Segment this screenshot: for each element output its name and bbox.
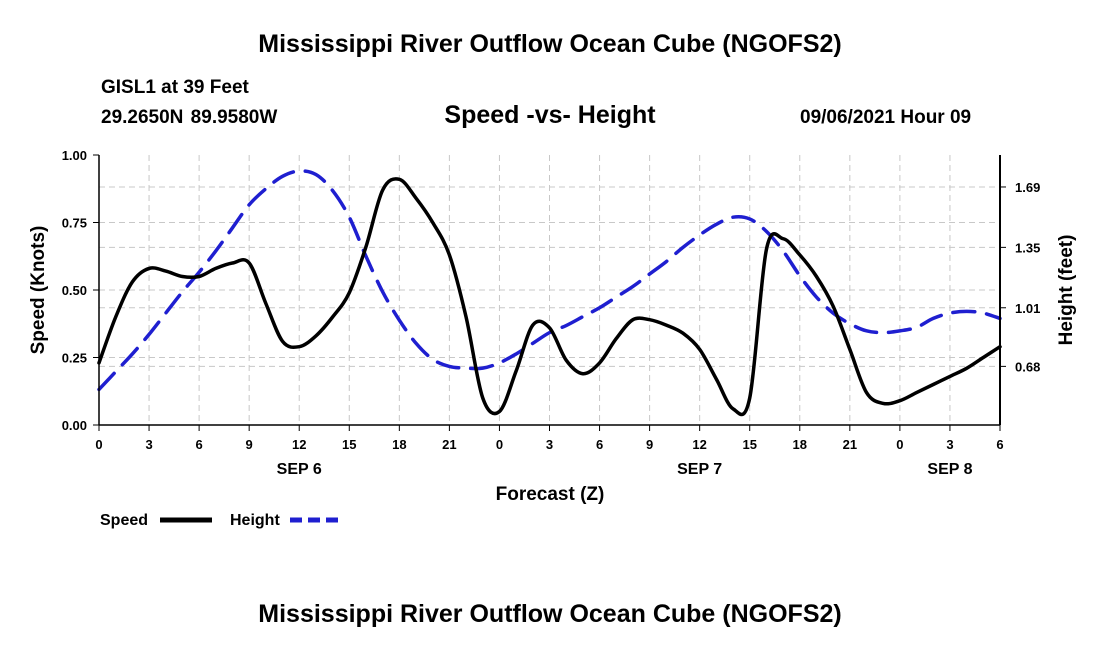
x-tick-label: 6 [195, 437, 202, 452]
page-title: Mississippi River Outflow Ocean Cube (NG… [258, 30, 842, 58]
x-tick-label: 0 [896, 437, 903, 452]
legend-label-speed: Speed [100, 512, 148, 529]
x-day-label: SEP 6 [277, 461, 322, 478]
y2-tick-label: 1.01 [1015, 301, 1040, 316]
series-line-speed [97, 177, 1002, 417]
footer-title: Mississippi River Outflow Ocean Cube (NG… [258, 600, 842, 628]
x-tick-label: 9 [646, 437, 653, 452]
y-tick-label: 0.50 [62, 283, 87, 298]
x-tick-label: 18 [793, 437, 807, 452]
y2-tick-label: 1.35 [1015, 240, 1040, 255]
y-tick-label: 1.00 [62, 148, 87, 163]
legend: Speed Height [100, 512, 342, 529]
series-line-height [97, 169, 1002, 392]
station-coordinates: 29.2650N 89.9580W [101, 107, 278, 128]
series-group [97, 169, 1002, 417]
x-tick-label: 0 [95, 437, 102, 452]
y-tick-label: 0.25 [62, 351, 87, 366]
x-tick-label: 21 [442, 437, 456, 452]
x-tick-label: 6 [996, 437, 1003, 452]
station-name: GISL1 at 39 Feet [101, 77, 249, 98]
chart-title: Speed -vs- Height [444, 101, 656, 129]
x-day-label: SEP 7 [677, 461, 722, 478]
x-day-label: SEP 8 [927, 461, 972, 478]
x-tick-label: 3 [546, 437, 553, 452]
x-tick-label: 6 [596, 437, 603, 452]
y2-tick-label: 0.68 [1015, 359, 1040, 374]
x-tick-label: 9 [246, 437, 253, 452]
x-tick-label: 0 [496, 437, 503, 452]
x-tick-label: 15 [742, 437, 756, 452]
x-tick-label: 18 [392, 437, 406, 452]
x-tick-label: 15 [342, 437, 356, 452]
x-tick-label: 3 [946, 437, 953, 452]
legend-label-height: Height [230, 512, 280, 529]
x-tick-label: 3 [145, 437, 152, 452]
grid [99, 155, 1000, 425]
x-tick-label: 21 [843, 437, 857, 452]
x-tick-label: 12 [292, 437, 306, 452]
y-axis-title: Speed (Knots) [28, 226, 49, 355]
y2-axis-title: Height (feet) [1056, 235, 1077, 346]
y-tick-label: 0.00 [62, 418, 87, 433]
run-date: 09/06/2021 Hour 09 [800, 107, 972, 128]
x-tick-label: 12 [692, 437, 706, 452]
axes: 0 3 6 9 12 15 18 21 0 3 6 9 12 15 18 21 0 3 6 SEP 6 SEP 7 SEP… [62, 148, 1041, 478]
y2-tick-label: 1.69 [1015, 180, 1040, 195]
y-tick-label: 0.75 [62, 216, 87, 231]
x-axis-title: Forecast (Z) [496, 484, 605, 505]
